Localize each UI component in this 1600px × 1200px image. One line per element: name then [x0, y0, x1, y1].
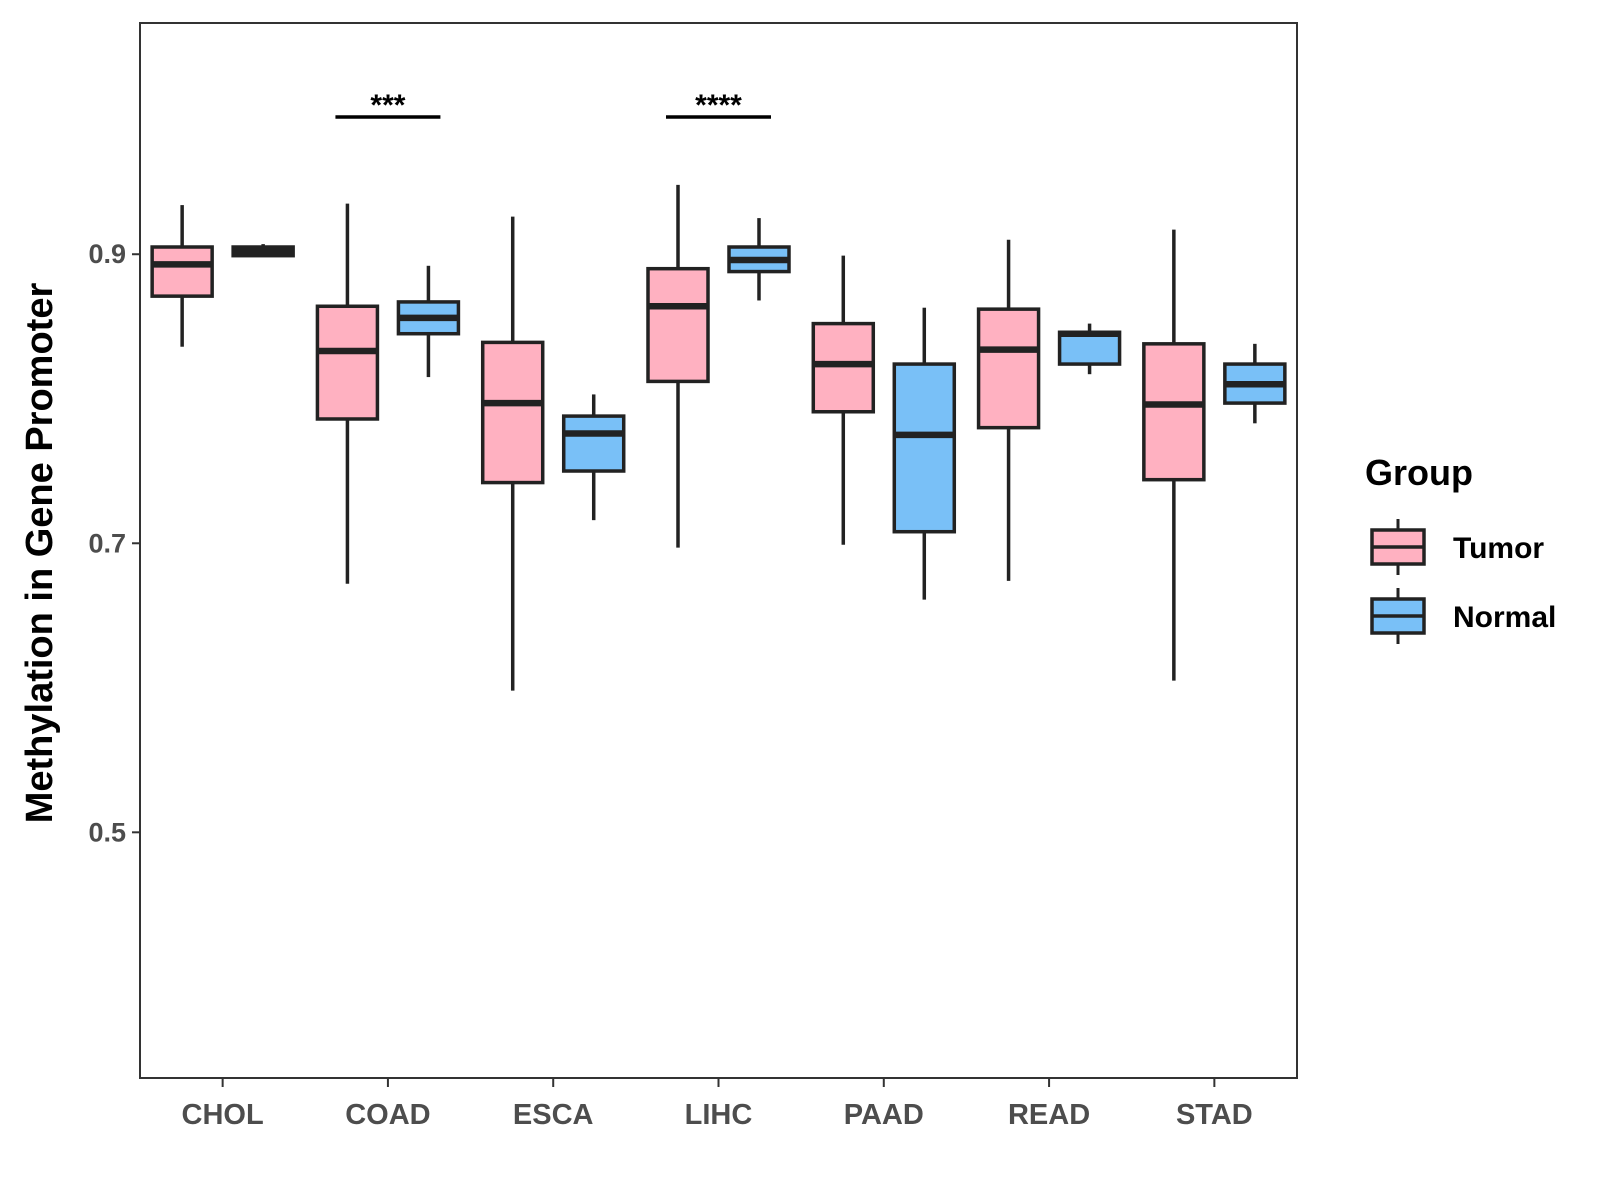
box-tumor-chol [150, 205, 214, 347]
box-body [561, 414, 626, 473]
legend-key-tumor [1370, 519, 1426, 575]
significance-label: *** [370, 89, 405, 122]
box-body [150, 245, 214, 298]
x-tick-label: STAD [1176, 1099, 1253, 1131]
box-normal-lihc [727, 218, 791, 301]
significance-label: **** [695, 89, 742, 122]
box-body [1142, 342, 1206, 482]
box-tumor-coad [315, 203, 380, 584]
box-tumor-paad [811, 255, 876, 545]
box-tumor-stad [1142, 229, 1206, 681]
legend-label-tumor: Tumor [1453, 532, 1544, 565]
box-tumor-esca [480, 216, 545, 691]
legend: Group Tumor Normal [1365, 452, 1556, 644]
significance-annotations: *** **** [335, 89, 771, 122]
y-axis-title: Methylation in Gene Promoter [19, 283, 61, 824]
legend-title: Group [1365, 452, 1473, 493]
x-tick-label: LIHC [685, 1099, 753, 1131]
box-normal-coad [396, 265, 461, 378]
box-normal-chol [231, 244, 295, 258]
plot-panel [139, 22, 1298, 1079]
x-tick-label: CHOL [182, 1099, 264, 1131]
box-tumor-lihc [646, 184, 710, 548]
box-normal-stad [1223, 343, 1287, 424]
box-normal-paad [892, 307, 957, 600]
legend-key-normal [1370, 588, 1426, 644]
y-axis: 0.5 0.7 0.9 [88, 239, 140, 847]
legend-label-normal: Normal [1453, 601, 1556, 634]
box-body [811, 321, 876, 414]
y-tick-label: 0.7 [88, 528, 126, 558]
box-body [976, 307, 1041, 430]
box-series [150, 184, 1287, 691]
box-body [646, 266, 710, 384]
box-body [315, 304, 380, 421]
y-tick-label: 0.9 [88, 239, 126, 269]
box-tumor-read [976, 239, 1041, 581]
box-body [480, 340, 545, 485]
x-tick-label: READ [1008, 1099, 1090, 1131]
box-normal-read [1057, 323, 1122, 375]
box-body [1057, 330, 1122, 366]
box-body [892, 362, 957, 534]
x-tick-label: ESCA [513, 1099, 594, 1131]
y-tick-label: 0.5 [88, 817, 126, 847]
x-axis: CHOL COAD ESCA LIHC PAAD READ STAD [182, 1078, 1253, 1131]
x-tick-label: PAAD [844, 1099, 924, 1131]
box-normal-esca [561, 394, 626, 521]
x-tick-label: COAD [345, 1099, 430, 1131]
